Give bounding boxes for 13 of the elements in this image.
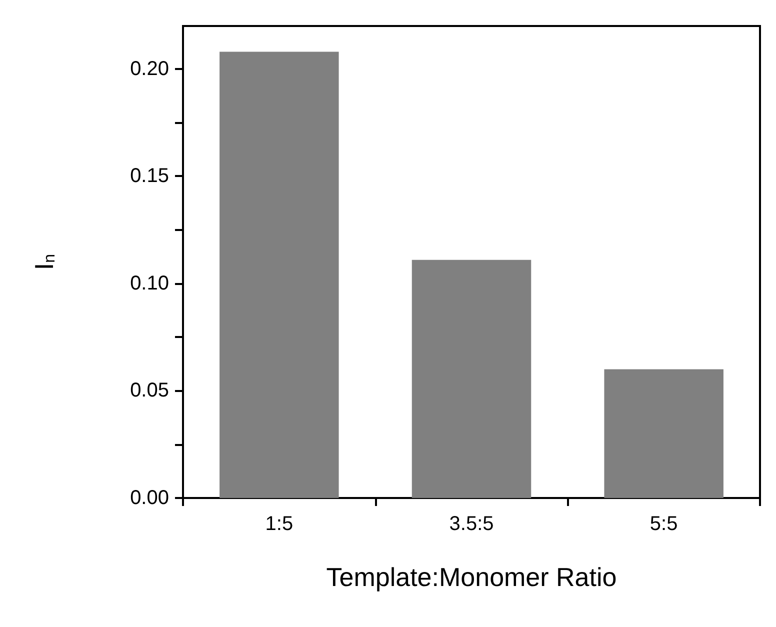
bar	[604, 369, 724, 498]
x-tick-label: 3.5:5	[449, 513, 494, 535]
bar	[412, 260, 532, 498]
y-tick-label: 0.05	[130, 380, 169, 402]
y-tick-label: 0.00	[130, 487, 169, 509]
x-tick-label: 1:5	[265, 513, 294, 535]
x-tick-label: 5:5	[650, 513, 678, 535]
x-axis-title: Template:Monomer Ratio	[326, 562, 617, 592]
y-axis-title: In	[29, 254, 59, 270]
bar	[220, 52, 339, 498]
y-tick-label: 0.15	[130, 165, 169, 188]
y-tick-label: 0.10	[130, 272, 169, 294]
y-tick-label: 0.20	[130, 58, 169, 80]
